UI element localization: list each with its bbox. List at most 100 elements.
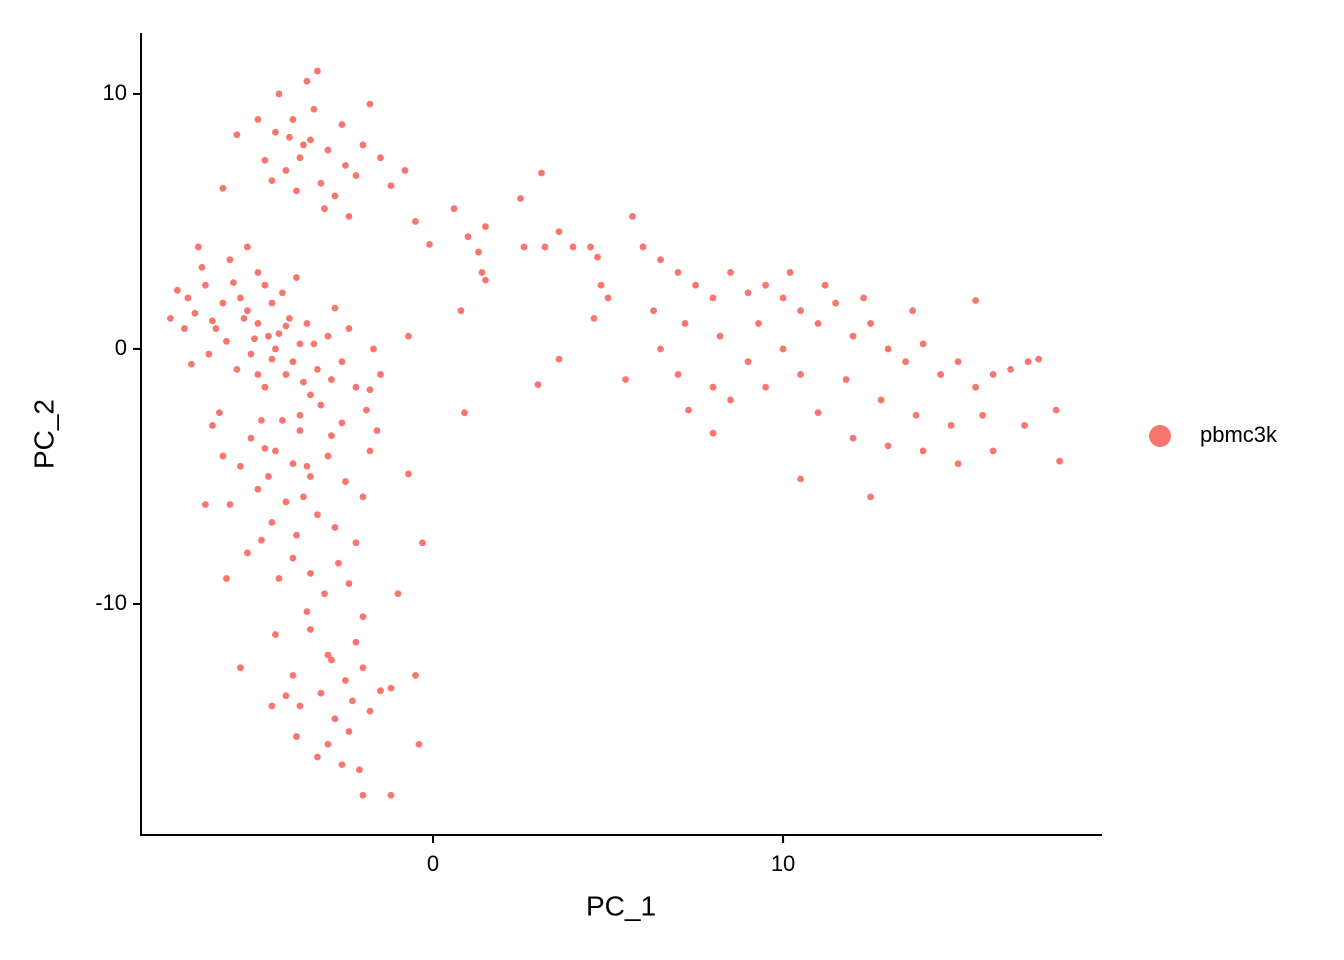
point: [359, 664, 367, 672]
point: [954, 358, 962, 366]
point: [569, 243, 577, 251]
point: [884, 442, 892, 450]
point: [296, 427, 304, 434]
point: [797, 371, 804, 378]
point: [1007, 365, 1015, 373]
point: [482, 276, 489, 284]
point: [331, 524, 339, 531]
point: [174, 286, 181, 294]
point: [195, 243, 202, 251]
point: [265, 332, 272, 340]
y-tick-label: 0: [115, 335, 127, 360]
point: [692, 281, 699, 289]
point: [328, 376, 335, 383]
point: [282, 498, 290, 506]
point: [279, 289, 286, 297]
point: [268, 177, 276, 185]
point: [541, 243, 549, 251]
point: [345, 728, 353, 735]
point: [324, 740, 332, 748]
point: [300, 378, 307, 386]
point: [762, 383, 769, 391]
point: [387, 182, 395, 190]
legend-label: pbmc3k: [1200, 422, 1278, 447]
point: [727, 396, 734, 404]
point: [716, 332, 724, 340]
point: [681, 320, 689, 327]
point: [324, 452, 332, 460]
point: [860, 294, 867, 302]
point: [338, 419, 346, 427]
point: [331, 192, 339, 200]
point: [366, 447, 374, 455]
point: [338, 761, 346, 769]
point: [233, 365, 241, 373]
point: [230, 279, 237, 287]
point: [779, 345, 787, 353]
point: [272, 345, 279, 353]
point: [919, 447, 927, 455]
point: [352, 539, 360, 547]
point: [331, 304, 339, 312]
point: [849, 332, 857, 340]
point: [303, 462, 311, 470]
point: [279, 416, 286, 424]
point: [307, 473, 314, 480]
point: [237, 294, 244, 302]
point: [832, 299, 839, 307]
point: [594, 253, 601, 261]
point: [972, 297, 980, 304]
point: [282, 322, 290, 330]
point: [209, 422, 216, 429]
point: [867, 320, 874, 327]
point: [321, 590, 328, 598]
point: [744, 289, 752, 297]
point: [268, 702, 276, 710]
point: [226, 501, 234, 508]
point: [335, 559, 342, 567]
point: [426, 241, 433, 248]
point: [293, 187, 300, 195]
point: [622, 376, 629, 383]
point: [328, 432, 335, 440]
point: [342, 478, 349, 485]
point: [629, 212, 636, 220]
x-tick-label: 10: [771, 851, 795, 876]
point: [296, 154, 304, 162]
point: [797, 307, 804, 315]
point: [338, 121, 346, 128]
point: [709, 383, 717, 391]
point: [345, 325, 353, 332]
point: [363, 406, 370, 414]
point: [261, 383, 269, 391]
point: [202, 281, 209, 289]
point: [366, 100, 374, 108]
point: [310, 340, 318, 348]
point: [909, 307, 917, 315]
point: [272, 128, 279, 136]
point: [167, 314, 174, 322]
point: [296, 411, 304, 419]
point: [657, 345, 664, 353]
point: [212, 325, 220, 332]
point: [314, 365, 321, 373]
point: [709, 294, 717, 302]
point: [359, 613, 367, 621]
point: [356, 766, 363, 774]
point: [286, 133, 293, 141]
point: [254, 485, 262, 493]
point: [762, 281, 769, 289]
point: [282, 167, 290, 174]
point: [1056, 457, 1064, 465]
point: [478, 269, 486, 276]
point: [307, 569, 314, 577]
point: [321, 205, 328, 213]
point: [979, 411, 987, 419]
point: [244, 549, 251, 557]
point: [989, 371, 997, 378]
point: [188, 360, 195, 368]
point: [387, 684, 395, 692]
point: [289, 460, 297, 468]
point: [303, 320, 311, 327]
point: [244, 243, 251, 251]
